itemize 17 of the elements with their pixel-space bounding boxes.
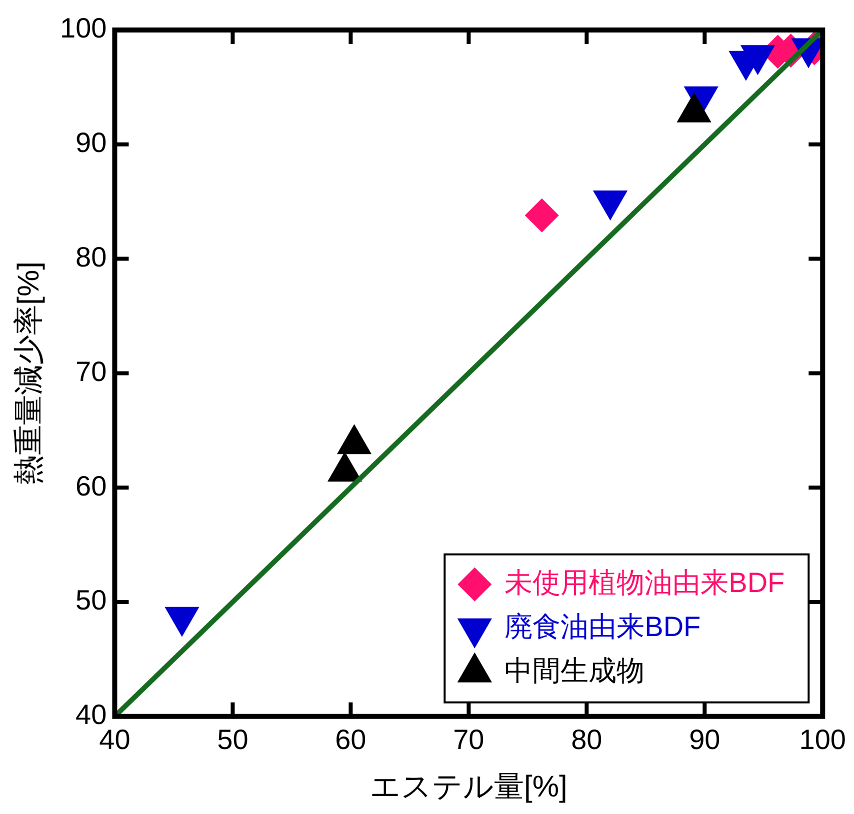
y-tick-label: 70 bbox=[76, 356, 107, 387]
legend-label: 中間生成物 bbox=[504, 655, 645, 686]
x-tick-label: 100 bbox=[799, 724, 846, 755]
y-axis-title: 熱重量減少率[%] bbox=[12, 262, 46, 485]
x-axis-title: エステル量[%] bbox=[370, 770, 568, 804]
x-tick-label: 90 bbox=[689, 724, 720, 755]
legend-label: 廃食油由来BDF bbox=[504, 611, 701, 642]
x-tick-label: 70 bbox=[453, 724, 484, 755]
x-tick-label: 50 bbox=[217, 724, 248, 755]
y-tick-label: 80 bbox=[76, 242, 107, 273]
y-tick-label: 60 bbox=[76, 470, 107, 502]
legend-label: 未使用植物油由来BDF bbox=[504, 567, 785, 598]
y-tick-label: 90 bbox=[76, 127, 107, 158]
y-tick-label: 50 bbox=[76, 584, 107, 616]
x-tick-label: 80 bbox=[571, 724, 602, 755]
y-tick-label: 100 bbox=[60, 12, 107, 44]
x-tick-label: 60 bbox=[335, 724, 366, 755]
